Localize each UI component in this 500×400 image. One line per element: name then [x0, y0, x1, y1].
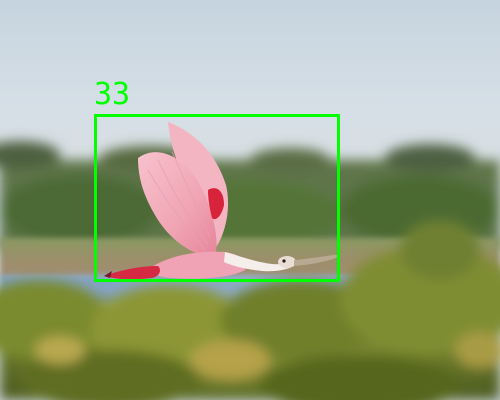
- detection-bounding-box: [94, 114, 340, 282]
- detection-label: 33: [94, 77, 131, 112]
- spoonbill-bird: [104, 122, 338, 280]
